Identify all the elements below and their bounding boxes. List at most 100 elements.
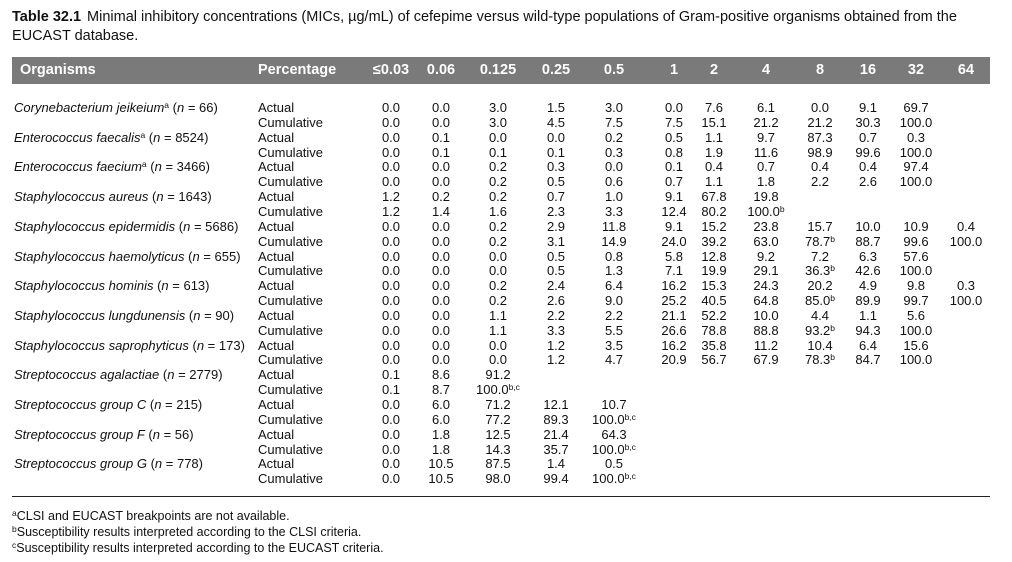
mic-value: 0.0 bbox=[381, 411, 401, 427]
mic-value: 8.6 bbox=[431, 367, 451, 383]
mic-value: 1.1 bbox=[488, 322, 508, 338]
mic-value: 2.6 bbox=[858, 174, 878, 190]
mic-value: 2.2 bbox=[810, 174, 830, 190]
mic-value: 25.2 bbox=[661, 293, 687, 309]
mic-value: 0.0 bbox=[431, 248, 451, 264]
percentage-type: Actual bbox=[258, 189, 295, 205]
mic-value: 1.2 bbox=[381, 189, 401, 205]
mic-value bbox=[796, 189, 844, 204]
mic-value bbox=[892, 367, 940, 382]
mic-value bbox=[942, 382, 990, 397]
mic-value: 1.3 bbox=[604, 263, 624, 279]
header-mic-col: 0.25 bbox=[541, 62, 571, 78]
mic-value: 0.0 bbox=[381, 144, 401, 160]
mic-value: 0.2 bbox=[488, 174, 508, 190]
mic-value: 8.7 bbox=[431, 382, 451, 398]
mic-value: 15.6 bbox=[903, 337, 929, 353]
mic-value: 0.6 bbox=[604, 174, 624, 190]
mic-value: 3.5 bbox=[604, 337, 624, 353]
table-footnotes: aCLSI and EUCAST breakpoints are not ava… bbox=[12, 508, 384, 556]
mic-value: 15.1 bbox=[701, 114, 727, 130]
mic-value: 100.0b bbox=[747, 203, 785, 219]
header-mic-col: 16 bbox=[859, 62, 877, 78]
mic-value: 20.9 bbox=[661, 352, 687, 368]
mic-value: 91.2 bbox=[485, 367, 511, 383]
mic-value: 78.7b bbox=[804, 233, 836, 249]
mic-value: 2.3 bbox=[546, 203, 566, 219]
mic-value: 0.0 bbox=[381, 397, 401, 412]
mic-value: 0.4 bbox=[704, 159, 724, 175]
mic-value: 0.2 bbox=[604, 129, 624, 145]
mic-value bbox=[690, 442, 738, 457]
mic-value: 9.7 bbox=[756, 129, 776, 145]
mic-value: 1.1 bbox=[704, 174, 724, 190]
mic-value bbox=[690, 397, 738, 412]
organism-name: Streptococcus group C (n = 215) bbox=[14, 397, 203, 412]
organism-name: Enterococcus faeciuma (n = 3466) bbox=[14, 159, 210, 175]
mic-value: 10.0 bbox=[753, 307, 779, 323]
mic-value: 1.4 bbox=[431, 203, 451, 219]
mic-value: 0.0 bbox=[381, 100, 401, 115]
table-bottom-rule bbox=[12, 496, 990, 497]
mic-value: 100.0b,c bbox=[476, 382, 520, 398]
organism-name: Streptococcus group F (n = 56) bbox=[14, 426, 194, 442]
mic-value: 0.4 bbox=[858, 159, 878, 175]
mic-value: 0.0 bbox=[381, 278, 401, 294]
mic-value bbox=[892, 412, 940, 427]
mic-value bbox=[796, 412, 844, 427]
mic-value: 0.0 bbox=[431, 307, 451, 323]
mic-value: 0.0 bbox=[381, 471, 401, 487]
mic-value: 0.2 bbox=[488, 189, 508, 205]
header-mic-col: 8 bbox=[815, 62, 825, 78]
mic-value: 2.9 bbox=[546, 218, 566, 234]
mic-value: 99.4 bbox=[543, 471, 569, 487]
mic-value: 88.8 bbox=[753, 322, 779, 338]
mic-value: 0.3 bbox=[546, 159, 566, 175]
mic-value: 16.2 bbox=[661, 278, 687, 294]
mic-value: 0.2 bbox=[488, 278, 508, 294]
mic-value: 39.2 bbox=[701, 233, 727, 249]
mic-value: 89.3 bbox=[543, 411, 569, 427]
mic-value: 85.0b bbox=[804, 293, 836, 309]
mic-value bbox=[942, 367, 990, 382]
mic-value: 6.0 bbox=[431, 397, 451, 412]
mic-value bbox=[942, 263, 990, 278]
mic-value: 1.8 bbox=[431, 426, 451, 442]
mic-value: 0.5 bbox=[604, 456, 624, 472]
mic-value: 1.4 bbox=[546, 456, 566, 472]
mic-value: 1.8 bbox=[756, 174, 776, 190]
mic-value: 12.5 bbox=[485, 426, 511, 442]
mic-value: 7.1 bbox=[664, 263, 684, 279]
mic-value bbox=[742, 471, 790, 486]
organism-name: Staphylococcus epidermidis (n = 5686) bbox=[14, 218, 239, 234]
mic-value: 7.5 bbox=[604, 114, 624, 130]
mic-value: 0.0 bbox=[604, 159, 624, 175]
mic-value: 26.6 bbox=[661, 322, 687, 338]
percentage-type: Actual bbox=[258, 307, 295, 323]
mic-value bbox=[796, 471, 844, 486]
mic-value bbox=[942, 471, 990, 486]
mic-value bbox=[742, 456, 790, 471]
mic-value bbox=[844, 189, 892, 204]
mic-value: 0.0 bbox=[381, 129, 401, 145]
mic-value: 23.8 bbox=[753, 218, 779, 234]
mic-value bbox=[942, 189, 990, 204]
organism-name: Staphylococcus hominis (n = 613) bbox=[14, 278, 210, 294]
mic-value: 0.0 bbox=[381, 233, 401, 249]
mic-value: 100.0 bbox=[899, 114, 933, 130]
mic-value: 1.8 bbox=[431, 441, 451, 457]
mic-value: 5.6 bbox=[906, 307, 926, 323]
header-mic-col: 2 bbox=[709, 62, 719, 78]
mic-value bbox=[942, 204, 990, 219]
mic-value: 1.2 bbox=[546, 337, 566, 353]
mic-value: 10.5 bbox=[428, 471, 454, 487]
mic-value: 0.0 bbox=[381, 263, 401, 279]
mic-value: 4.7 bbox=[604, 352, 624, 368]
mic-value bbox=[532, 367, 580, 382]
mic-value bbox=[942, 427, 990, 442]
organism-name: Streptococcus group G (n = 778) bbox=[14, 456, 203, 472]
mic-value bbox=[942, 442, 990, 457]
mic-value bbox=[742, 442, 790, 457]
mic-value: 10.5 bbox=[428, 456, 454, 472]
organism-name: Staphylococcus lungdunensis (n = 90) bbox=[14, 307, 235, 323]
